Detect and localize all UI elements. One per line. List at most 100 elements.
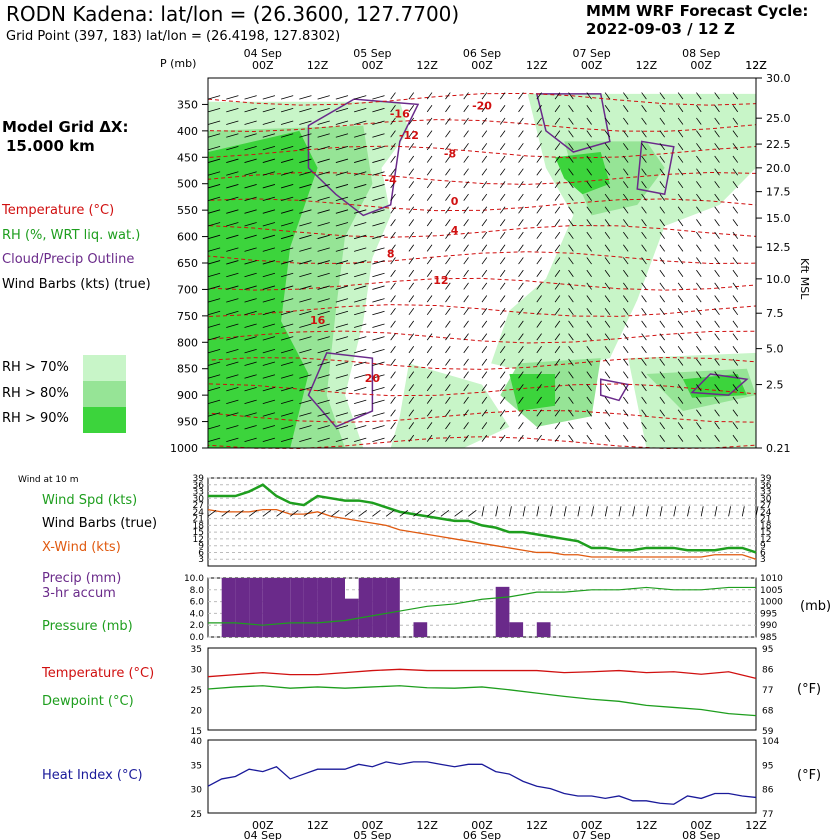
wind-barb <box>481 168 488 176</box>
temperature-contour <box>207 383 757 397</box>
wind-barb <box>641 244 647 252</box>
wind-barb <box>568 155 574 163</box>
wind-barb <box>518 371 524 379</box>
wind-barb <box>426 105 433 113</box>
wind-barb <box>408 295 415 303</box>
x-tick-label-bottom: 12Z <box>526 819 548 832</box>
date-label-top: 08 Sep <box>682 47 720 60</box>
wind-barb <box>554 231 561 239</box>
kft-tick-label: 25.0 <box>766 112 791 125</box>
wind-barb <box>280 158 294 163</box>
legend-temperature: Temperature (°C) <box>2 203 115 218</box>
wind-barb <box>390 244 396 252</box>
wind-barb <box>554 396 561 404</box>
wind-barb <box>586 396 592 404</box>
wind-barb <box>299 310 312 316</box>
wind-barb <box>426 358 433 366</box>
wind-barb <box>335 310 349 316</box>
wind-barb <box>299 234 312 240</box>
wind-barb <box>445 117 451 125</box>
wind-barb <box>518 130 524 138</box>
heat-tick-label: 25 <box>191 810 202 820</box>
wind-barb <box>354 425 367 430</box>
wind-barb <box>226 247 239 252</box>
wind-barb <box>317 222 330 227</box>
pressure-tick-label: 1005 <box>760 586 783 596</box>
wind-barb <box>623 257 629 265</box>
wind-barb <box>262 209 276 214</box>
wind-barb <box>226 107 239 113</box>
wind-barb <box>244 158 257 163</box>
wind-barb <box>732 434 739 442</box>
wind-barb <box>244 247 257 252</box>
wind-barb <box>426 206 433 214</box>
wind-barb <box>244 222 257 227</box>
wind-barb <box>445 206 451 214</box>
wind-barb <box>207 310 221 316</box>
wind-barb <box>335 336 349 341</box>
wind-tick-label: 12 <box>193 535 204 545</box>
wind-barb <box>354 323 367 328</box>
wind-barb <box>604 168 611 176</box>
wind-barb <box>518 117 524 125</box>
wind-barb <box>280 336 294 341</box>
wind-barb <box>677 168 684 176</box>
wind-barb <box>586 333 592 341</box>
wind-barb <box>623 105 629 113</box>
legend-rh70-swatch <box>83 355 126 381</box>
wind-barb <box>390 257 396 265</box>
wind-barb <box>518 92 524 100</box>
wind-barb <box>586 181 592 189</box>
heat-index-label: Heat Index (°C) <box>42 768 143 783</box>
wind-barb <box>732 219 739 227</box>
wind-barb <box>335 399 349 404</box>
wind-barb <box>518 384 524 392</box>
wind-barb <box>604 117 611 125</box>
wind-barb <box>335 285 349 290</box>
kft-tick-label: 5.0 <box>766 343 784 356</box>
wind-tick-label: 9 <box>198 542 204 552</box>
wind-barb <box>499 307 506 316</box>
wind-tick-label: 24 <box>193 508 205 518</box>
wind-barb <box>280 146 294 151</box>
wind-barb <box>390 371 396 379</box>
wind-barb <box>426 295 433 303</box>
wind-barb <box>299 298 312 303</box>
surface-wind-barb <box>344 510 354 517</box>
wind-barb <box>354 209 367 214</box>
wind-barb <box>696 130 702 138</box>
p-tick-label: 350 <box>177 98 198 111</box>
wind-barb <box>732 422 739 430</box>
wind-barb <box>623 282 629 290</box>
wind-barb <box>518 257 524 265</box>
wind-barb <box>604 307 611 316</box>
wind-barb <box>463 422 469 430</box>
surface-wind-barb <box>714 506 718 517</box>
wind-barb <box>659 282 665 290</box>
wind-barb <box>481 231 488 239</box>
wind-barb <box>408 384 415 392</box>
wind-barb <box>372 361 385 366</box>
wind-barb <box>262 196 276 202</box>
wind-barb <box>714 231 720 239</box>
precip-bar <box>317 578 332 637</box>
wind-barb <box>554 320 561 328</box>
wind-barb <box>463 219 469 227</box>
wind-barb <box>518 333 524 341</box>
wind-barb <box>696 257 702 265</box>
wind-barb <box>372 209 385 214</box>
wind-barb <box>604 155 611 163</box>
wind-barb <box>408 320 415 328</box>
wind-barb <box>641 269 647 277</box>
wind-barb <box>226 146 239 151</box>
pressure-tick-label: 985 <box>760 633 777 643</box>
wind-barb <box>408 193 415 201</box>
wind-tick-label-right: 36 <box>760 481 772 491</box>
wind-barb <box>262 95 276 100</box>
wind-barb <box>536 143 542 151</box>
wind-barb <box>696 422 702 430</box>
wind-barb <box>390 181 396 189</box>
surface-wind-barb <box>509 506 512 517</box>
wind-barb <box>408 244 415 252</box>
wind-barb <box>677 143 684 151</box>
